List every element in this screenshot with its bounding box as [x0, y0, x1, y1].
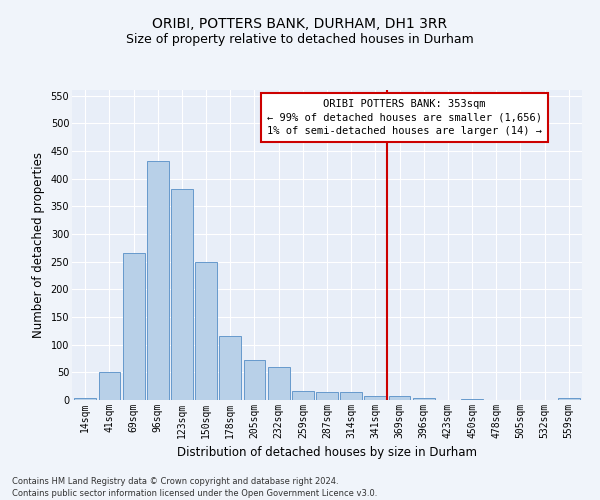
Bar — [98, 372, 121, 400]
Text: ORIBI POTTERS BANK: 353sqm
← 99% of detached houses are smaller (1,656)
1% of se: ORIBI POTTERS BANK: 353sqm ← 99% of deta… — [267, 100, 542, 136]
Bar — [147, 161, 169, 400]
Text: Size of property relative to detached houses in Durham: Size of property relative to detached ho… — [126, 32, 474, 46]
Bar — [340, 392, 362, 400]
Bar — [171, 188, 193, 400]
Y-axis label: Number of detached properties: Number of detached properties — [32, 152, 45, 338]
Bar — [244, 360, 265, 400]
Bar — [413, 398, 434, 400]
Bar — [195, 262, 217, 400]
Bar — [220, 336, 241, 400]
Text: Contains HM Land Registry data © Crown copyright and database right 2024.
Contai: Contains HM Land Registry data © Crown c… — [12, 476, 377, 498]
Bar — [268, 367, 290, 400]
Bar — [389, 396, 410, 400]
X-axis label: Distribution of detached houses by size in Durham: Distribution of detached houses by size … — [177, 446, 477, 460]
Bar — [558, 398, 580, 400]
Bar — [123, 254, 145, 400]
Bar — [74, 398, 96, 400]
Text: ORIBI, POTTERS BANK, DURHAM, DH1 3RR: ORIBI, POTTERS BANK, DURHAM, DH1 3RR — [152, 18, 448, 32]
Bar — [364, 396, 386, 400]
Bar — [316, 392, 338, 400]
Bar — [292, 390, 314, 400]
